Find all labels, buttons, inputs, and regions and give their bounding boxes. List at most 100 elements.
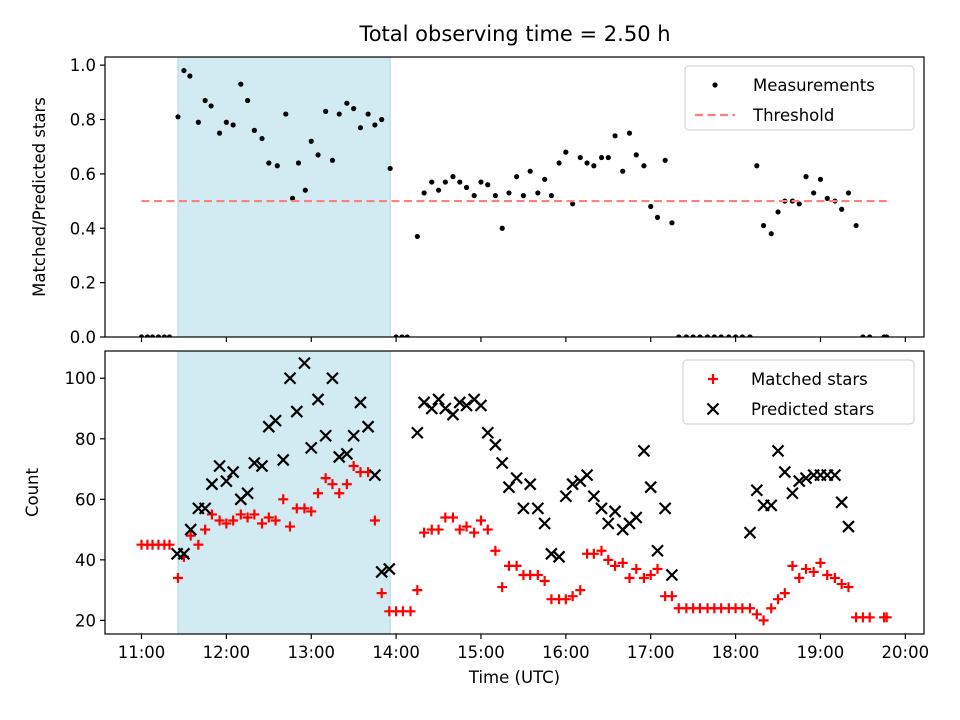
x-tick-label: 14:00 <box>372 643 420 662</box>
x-axis-label: Time (UTC) <box>468 668 560 687</box>
y-tick-label: 40 <box>75 551 96 570</box>
measurements-point <box>275 163 280 168</box>
measurements-point <box>422 190 427 195</box>
measurements-point <box>464 185 469 190</box>
measurements-point <box>309 139 314 144</box>
measurements-point <box>556 160 561 165</box>
measurements-point <box>330 158 335 163</box>
legend-matched-stars-label: Matched stars <box>751 370 868 389</box>
y-tick-label: 0.4 <box>70 219 96 238</box>
measurements-point <box>506 190 511 195</box>
measurements-point <box>599 155 604 160</box>
measurements-point <box>578 155 583 160</box>
y-axis-label: Matched/Predicted stars <box>30 97 49 297</box>
measurements-point <box>514 174 519 179</box>
y-tick-label: 80 <box>75 430 96 449</box>
measurements-point <box>612 133 617 138</box>
measurements-point <box>478 179 483 184</box>
observing-window-span <box>178 57 390 337</box>
measurements-point <box>485 182 490 187</box>
y-tick-label: 0.0 <box>70 328 96 347</box>
measurements-point <box>231 122 236 127</box>
measurements-point <box>344 101 349 106</box>
legend-predicted-stars-label: Predicted stars <box>751 400 874 419</box>
measurements-point <box>415 234 420 239</box>
x-tick-label: 12:00 <box>203 643 251 662</box>
x-tick-label: 13:00 <box>287 643 335 662</box>
measurements-point <box>238 82 243 87</box>
measurements-point <box>436 188 441 193</box>
y-tick-label: 20 <box>75 611 96 630</box>
measurements-point <box>365 111 370 116</box>
measurements-point <box>388 166 393 171</box>
measurements-point <box>591 163 596 168</box>
measurements-point <box>196 120 201 125</box>
measurements-point <box>493 193 498 198</box>
chart-title: Total observing time = 2.50 h <box>358 22 670 46</box>
measurements-point <box>669 220 674 225</box>
measurements-point <box>208 103 213 108</box>
measurements-point <box>839 207 844 212</box>
measurements-point <box>296 160 301 165</box>
measurements-point <box>535 190 540 195</box>
x-tick-label: 20:00 <box>882 643 930 662</box>
measurements-point <box>457 179 462 184</box>
measurements-point <box>429 179 434 184</box>
legend: Matched stars Predicted stars <box>683 360 914 424</box>
measurements-point <box>337 111 342 116</box>
measurements-point <box>283 111 288 116</box>
measurements-point <box>811 190 816 195</box>
measurements-point <box>655 215 660 220</box>
measurements-point <box>549 193 554 198</box>
measurements-point <box>450 174 455 179</box>
x-tick-label: 15:00 <box>457 643 505 662</box>
measurements-point <box>775 209 780 214</box>
measurements-point <box>521 193 526 198</box>
measurements-point <box>303 188 308 193</box>
measurements-point <box>500 226 505 231</box>
legend-measurements-swatch <box>712 82 717 87</box>
measurements-point <box>203 98 208 103</box>
measurements-point <box>323 109 328 114</box>
measurements-point <box>181 68 186 73</box>
measurements-point <box>252 128 257 133</box>
measurements-point <box>372 122 377 127</box>
measurements-point <box>358 125 363 130</box>
measurements-point <box>648 204 653 209</box>
measurements-point <box>627 131 632 136</box>
legend: Measurements Threshold <box>685 66 914 130</box>
measurements-point <box>584 160 589 165</box>
measurements-point <box>259 136 264 141</box>
measurements-point <box>542 177 547 182</box>
y-tick-label: 1.0 <box>70 56 96 75</box>
measurements-point <box>266 160 271 165</box>
measurements-point <box>606 155 611 160</box>
measurements-point <box>818 177 823 182</box>
legend-threshold-label: Threshold <box>752 106 834 125</box>
y-tick-label: 0.2 <box>70 274 96 293</box>
measurements-point <box>563 150 568 155</box>
measurements-point <box>351 106 356 111</box>
measurements-point <box>663 158 668 163</box>
measurements-point <box>769 231 774 236</box>
measurements-point <box>641 163 646 168</box>
measurements-point <box>803 174 808 179</box>
y-tick-label: 60 <box>75 490 96 509</box>
measurements-point <box>846 190 851 195</box>
figure: Total observing time = 2.50 h 0.0 0.2 0.4 0… <box>0 0 960 720</box>
measurements-point <box>620 169 625 174</box>
measurements-point <box>634 152 639 157</box>
y-axis-label: Count <box>23 467 42 517</box>
measurements-point <box>754 163 759 168</box>
measurements-point <box>175 114 180 119</box>
measurements-point <box>443 179 448 184</box>
measurements-point <box>217 131 222 136</box>
x-tick-label: 19:00 <box>797 643 845 662</box>
measurements-point <box>224 120 229 125</box>
measurements-point <box>379 117 384 122</box>
observing-window-span <box>178 351 390 634</box>
x-tick-label: 16:00 <box>542 643 590 662</box>
legend-measurements-label: Measurements <box>753 76 875 95</box>
measurements-point <box>854 223 859 228</box>
y-tick-label: 0.6 <box>70 165 96 184</box>
